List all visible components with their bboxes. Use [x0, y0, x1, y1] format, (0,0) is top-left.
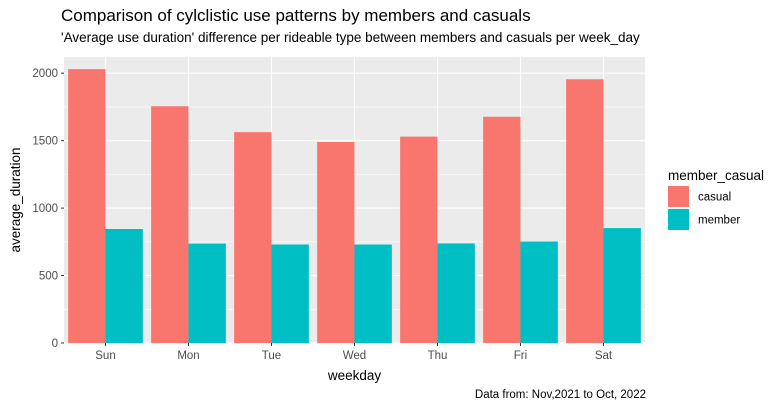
bar-casual-tue: [234, 132, 272, 343]
y-tick-label: 1500: [32, 136, 58, 148]
y-axis: 0 500 1000 1500 2000: [32, 68, 64, 350]
x-tick-label: Sun: [95, 350, 115, 362]
bar-member-fri: [520, 241, 558, 343]
y-tick-label: 500: [39, 271, 58, 283]
y-tick-label: 0: [52, 338, 58, 350]
x-tick-label: Wed: [343, 350, 366, 362]
y-axis-title: average_duration: [8, 147, 23, 252]
chart-title: Comparison of cylclistic use patterns by…: [61, 6, 531, 25]
legend: member_casual casual member: [668, 168, 764, 230]
bar-casual-sat: [566, 79, 604, 344]
bars: [68, 69, 641, 344]
x-tick-label: Tue: [262, 350, 281, 362]
x-axis-title: weekday: [327, 368, 382, 383]
bar-casual-wed: [317, 141, 355, 343]
bar-casual-fri: [483, 116, 521, 343]
legend-label-casual: casual: [698, 192, 731, 204]
bar-member-wed: [354, 244, 392, 343]
y-tick-label: 2000: [32, 68, 58, 80]
legend-key-casual: [668, 186, 689, 207]
legend-title: member_casual: [668, 168, 764, 183]
x-tick-label: Fri: [514, 350, 527, 362]
x-tick-label: Thu: [428, 350, 448, 362]
y-tick-label: 1000: [32, 203, 58, 215]
bar-casual-mon: [151, 106, 189, 343]
bar-member-tue: [271, 244, 309, 343]
bar-member-thu: [437, 243, 475, 343]
x-tick-label: Sat: [595, 350, 613, 362]
legend-label-member: member: [698, 215, 740, 227]
x-tick-label: Mon: [177, 350, 199, 362]
legend-key-member: [668, 209, 689, 230]
bar-casual-thu: [400, 136, 438, 343]
chart-caption: Data from: Nov,2021 to Oct, 2022: [474, 389, 646, 401]
bar-member-mon: [188, 243, 226, 343]
bar-member-sat: [603, 228, 641, 343]
bar-casual-sun: [68, 69, 106, 343]
bar-member-sun: [105, 229, 143, 343]
chart-subtitle: 'Average use duration' difference per ri…: [61, 30, 640, 45]
x-axis: Sun Mon Tue Wed Thu Fri Sat: [95, 343, 613, 362]
